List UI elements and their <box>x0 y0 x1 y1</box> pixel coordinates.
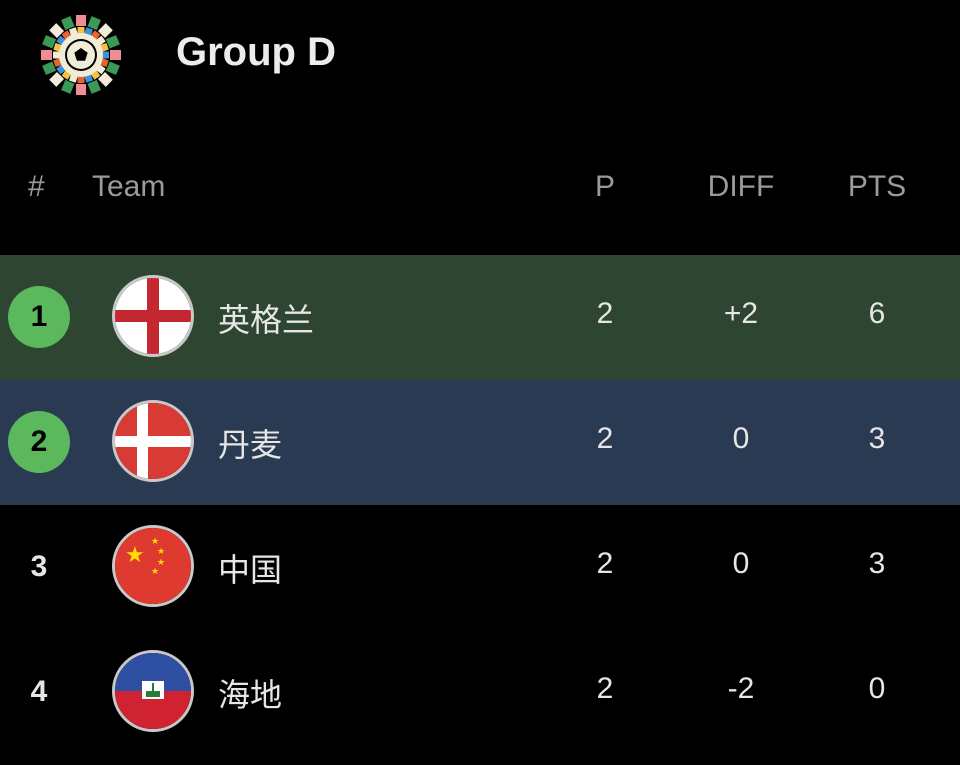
points: 6 <box>868 297 886 330</box>
col-diff: DIFF <box>707 170 775 203</box>
goal-diff: 0 <box>732 422 750 455</box>
col-played: P <box>594 170 615 203</box>
haiti-flag-icon <box>112 650 194 732</box>
rank-badge: 1 <box>8 286 70 348</box>
team-name: 中国 <box>218 551 283 589</box>
page-title: Group D <box>176 30 336 74</box>
played: 2 <box>596 422 614 455</box>
england-flag-icon <box>112 275 194 357</box>
goal-diff: +2 <box>723 297 759 330</box>
rank-label: 4 <box>30 675 48 708</box>
goal-diff: 0 <box>732 547 750 580</box>
col-rank: # <box>28 170 45 203</box>
table-row[interactable]: 1 英格兰 2 +2 6 <box>0 255 960 380</box>
points: 3 <box>868 422 886 455</box>
svg-text:★: ★ <box>151 567 159 577</box>
svg-text:★: ★ <box>157 547 165 557</box>
team-name: 海地 <box>218 676 283 714</box>
table-row[interactable]: 3 ★ ★ ★ ★ ★ 中国 2 0 3 <box>0 505 960 630</box>
rank-label: 3 <box>30 550 48 583</box>
denmark-flag-icon <box>112 400 194 482</box>
col-team: Team <box>92 170 166 203</box>
played: 2 <box>596 672 614 705</box>
svg-text:★: ★ <box>157 558 165 568</box>
goal-diff: -2 <box>727 672 755 705</box>
table-row[interactable]: 4 海地 2 -2 0 <box>0 630 960 755</box>
header: Group D <box>0 0 960 115</box>
table-row[interactable]: 2 丹麦 2 0 3 <box>0 380 960 505</box>
rank-badge: 2 <box>8 411 70 473</box>
points: 3 <box>868 547 886 580</box>
played: 2 <box>596 297 614 330</box>
points: 0 <box>868 672 886 705</box>
china-flag-icon: ★ ★ ★ ★ ★ <box>112 525 194 607</box>
col-pts: PTS <box>847 170 907 203</box>
svg-text:★: ★ <box>125 543 145 568</box>
team-name: 英格兰 <box>218 301 315 339</box>
svg-text:★: ★ <box>151 537 159 547</box>
world-cup-logo-icon <box>41 15 121 95</box>
played: 2 <box>596 547 614 580</box>
team-name: 丹麦 <box>218 426 283 464</box>
